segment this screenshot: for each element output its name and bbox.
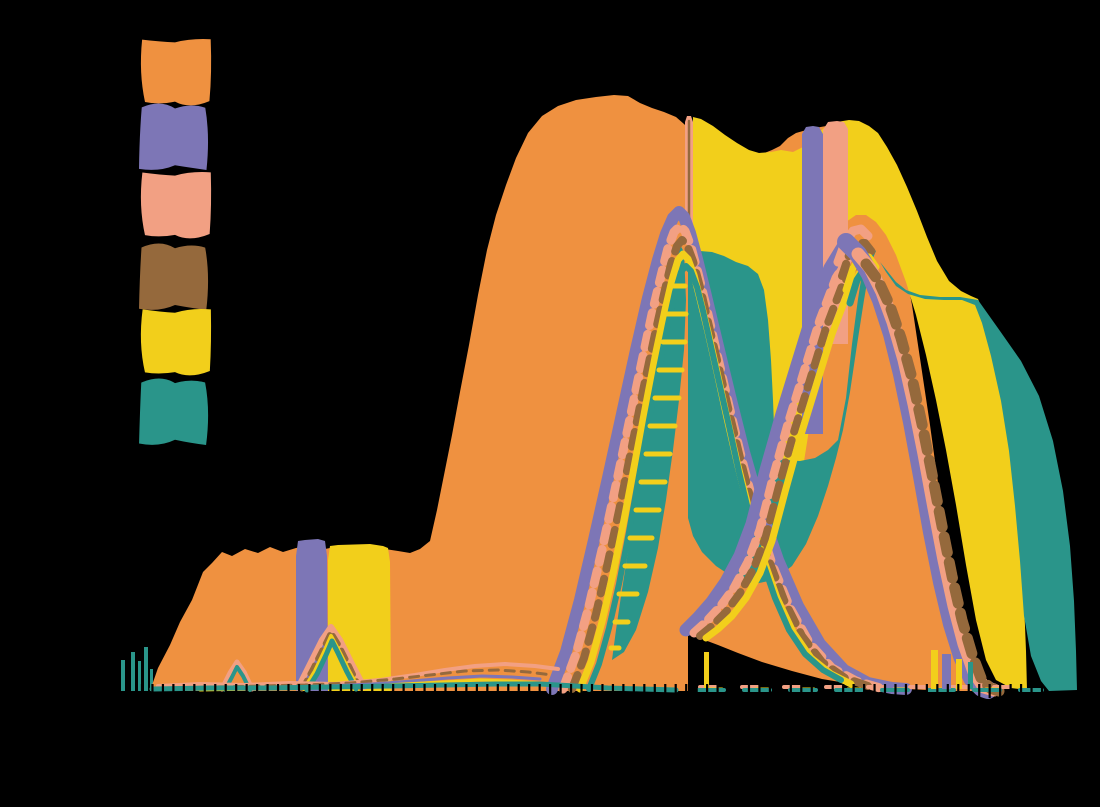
minipeak-mid-salmon [295,624,367,691]
legend-swatch-brown [139,243,209,310]
ministripe-purple [942,654,951,689]
left-strip-3 [138,661,141,691]
legend-swatch-purple [139,103,209,170]
ministripe-yellow-2 [956,659,962,689]
legend-swatch-salmon [140,172,212,239]
legend-swatch-orange [140,39,212,106]
peak2-left-salmon [689,247,857,638]
minipeak-mid-teal [304,638,359,693]
yellow-spike-left [328,544,391,691]
peak2-left-brown [696,256,862,640]
teal-between-peaks [688,246,876,584]
legend-swatch-teal [139,378,209,445]
ministripe-yellow-a [704,652,709,688]
legend-swatch-yellow [140,309,212,376]
left-strip-1 [121,660,125,691]
yellow-big-region [693,117,1027,690]
left-strip-4 [144,647,148,691]
peak2-left-purple [679,235,853,637]
ministripe-yellow-1 [931,650,938,689]
tail-brown [168,668,554,690]
peak2-left-yellow [702,262,868,642]
minipeak-small-teal [223,665,252,692]
black-under-cut [688,633,937,691]
left-strip-2 [131,652,135,691]
minipeak-small-salmon [219,659,255,692]
minipeak-mid-brown [299,629,363,692]
peak1-teal [586,263,844,692]
peak1-brown [568,236,872,693]
peak2-right-brown [860,258,1005,697]
ministripe-teal [968,662,973,689]
teal-right-dome [880,262,1077,691]
